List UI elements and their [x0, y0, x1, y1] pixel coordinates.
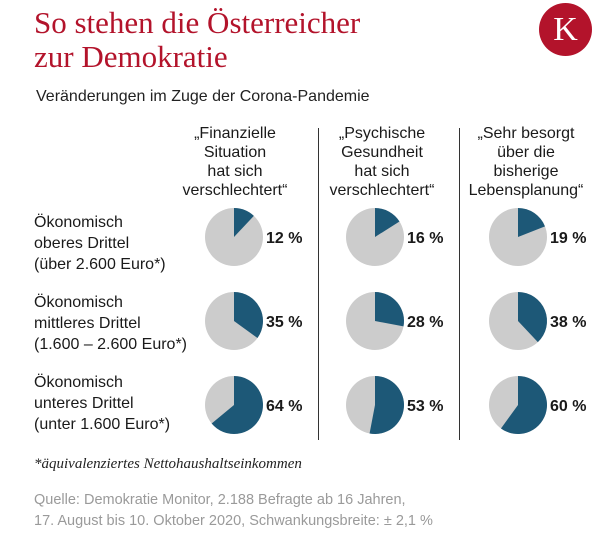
pie-value-label: 64 % [266, 398, 302, 415]
pie-slice [369, 376, 404, 435]
pie-value-label: 28 % [407, 314, 443, 331]
pie-value-label: 19 % [550, 230, 586, 247]
chart-subtitle: Veränderungen im Zuge der Corona-Pandemi… [36, 88, 370, 105]
pie-slice [500, 376, 548, 434]
pie-value-label: 12 % [266, 230, 302, 247]
chart-title: So stehen die Österreicher zur Demokrati… [34, 5, 361, 74]
pie-value-label: 53 % [407, 398, 443, 415]
source-note: Quelle: Demokratie Monitor, 2.188 Befrag… [34, 492, 433, 529]
column-divider [318, 128, 319, 440]
pie-value-label: 38 % [550, 314, 586, 331]
row-label-mittleres-drittel: Ökonomisch mittleres Drittel (1.600 – 2.… [34, 294, 187, 353]
column-header-psychische-gesundheit: „Psychische Gesundheit hat sich verschle… [329, 125, 435, 199]
pie-slice [375, 208, 400, 237]
pie-value-label: 16 % [407, 230, 443, 247]
kleine-zeitung-logo: K [539, 3, 592, 56]
column-header-lebensplanung: „Sehr besorgt über die bisherige Lebensp… [468, 125, 584, 199]
row-label-oberes-drittel: Ökonomisch oberes Drittel (über 2.600 Eu… [34, 214, 166, 273]
column-divider [459, 128, 460, 440]
pie-slice [211, 376, 263, 434]
pie-value-label: 35 % [266, 314, 302, 331]
pie-slice [234, 292, 263, 339]
row-label-unteres-drittel: Ökonomisch unteres Drittel (unter 1.600 … [34, 374, 171, 433]
footnote: *äquivalenziertes Nettohaushaltseinkomme… [34, 456, 302, 472]
pie-value-label: 60 % [550, 398, 586, 415]
column-header-finanzielle-situation: „Finanzielle Situation hat sich verschle… [182, 125, 288, 199]
pie-slice [518, 208, 545, 237]
pie-slice [234, 208, 254, 237]
pie-slice [375, 292, 404, 327]
pie-slice [518, 292, 547, 343]
